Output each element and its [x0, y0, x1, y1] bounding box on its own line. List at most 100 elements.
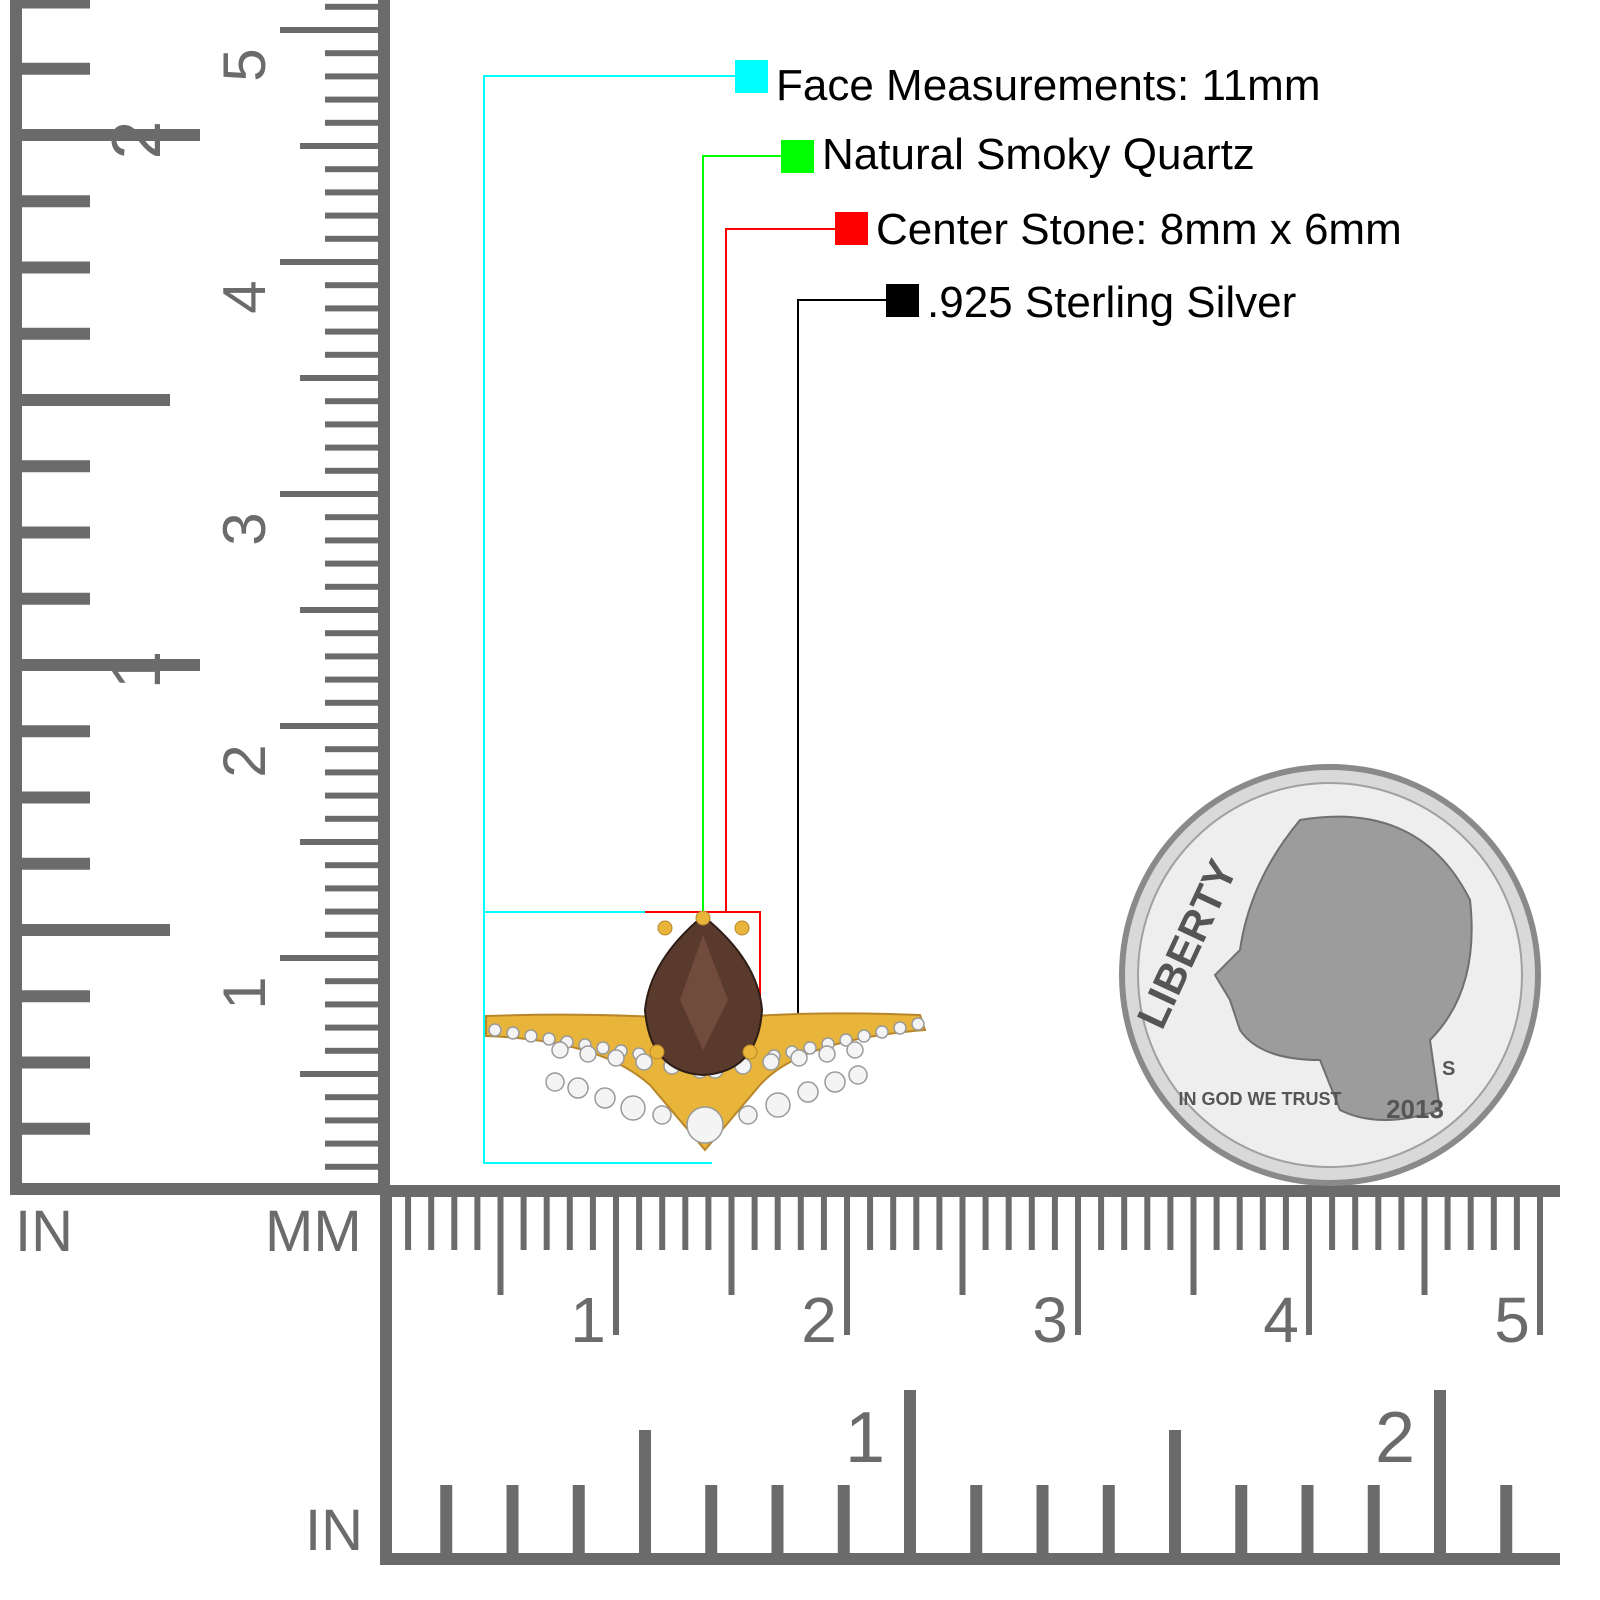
callout-stone-type: Natural Smoky Quartz [822, 130, 1255, 179]
prong [695, 910, 711, 926]
mm-tick [325, 398, 380, 405]
mm-tick [325, 1001, 380, 1008]
mm-tick [325, 537, 380, 544]
inch-tick [10, 129, 200, 141]
mm-tick [325, 769, 380, 776]
mm-tick [325, 166, 380, 173]
inch-tick [10, 659, 200, 671]
mm-tick [1282, 1195, 1289, 1250]
callout-face-measurements: Face Measurements: 11mm [776, 61, 1321, 110]
mm-tick [428, 1195, 435, 1250]
mm-tick [325, 862, 380, 869]
mm-tick [1444, 1195, 1451, 1250]
accent-stone [567, 1077, 589, 1099]
mm-label-horizontal: 3 [1032, 1284, 1068, 1356]
mm-tick [325, 282, 380, 289]
prong [734, 920, 750, 936]
mm-tick [325, 514, 380, 521]
mm-tick [280, 955, 380, 961]
mm-tick [1051, 1195, 1058, 1250]
mm-tick [1398, 1195, 1405, 1250]
accent-stone [803, 1041, 817, 1055]
unit-label-in-left: IN [15, 1199, 73, 1264]
mm-tick [1190, 1195, 1197, 1295]
inch-tick [10, 592, 90, 605]
mm-label-horizontal: 4 [1263, 1284, 1299, 1356]
accent-stone [738, 1105, 758, 1125]
accent-stone [818, 1045, 836, 1063]
mm-tick [774, 1195, 781, 1250]
mm-tick [325, 560, 380, 567]
accent-stone [848, 1065, 868, 1085]
mm-tick [682, 1195, 689, 1250]
mm-tick [1421, 1195, 1428, 1295]
mm-tick [1098, 1195, 1105, 1250]
inch-tick [1169, 1430, 1181, 1555]
mm-tick [325, 305, 380, 312]
mm-label-vertical: 3 [211, 512, 278, 545]
accent-stone [857, 1029, 871, 1043]
mm-tick [325, 1163, 380, 1170]
inch-tick [1434, 1390, 1446, 1555]
mm-tick [300, 607, 380, 613]
accent-stone [790, 1049, 808, 1067]
accent-stone [765, 1092, 791, 1118]
accent-stone [542, 1032, 556, 1046]
inch-tick [771, 1485, 784, 1555]
vertical-ruler-edge-bottom [10, 1183, 390, 1195]
mm-tick [325, 50, 380, 57]
accent-stone [545, 1072, 565, 1092]
inch-tick [10, 990, 90, 1003]
mm-tick [325, 885, 380, 892]
accent-stone [797, 1081, 819, 1103]
mm-label-vertical: 2 [211, 744, 278, 777]
mm-label-vertical: 4 [211, 280, 278, 313]
mm-tick [1144, 1195, 1151, 1250]
mm-tick [1352, 1195, 1359, 1250]
mm-tick [325, 676, 380, 683]
inch-tick [10, 327, 90, 340]
accent-stone [846, 1041, 864, 1059]
mm-tick [325, 746, 380, 753]
callout-metal: .925 Sterling Silver [927, 278, 1297, 327]
unit-label-in-bottom: IN [305, 1498, 363, 1563]
mm-tick [520, 1195, 527, 1250]
inch-tick [440, 1485, 453, 1555]
accent-stone [762, 1053, 780, 1071]
inch-label-vertical: 1 [97, 651, 175, 690]
mm-tick [325, 73, 380, 80]
mm-tick [913, 1195, 920, 1250]
inch-tick [10, 460, 90, 473]
mm-tick [820, 1195, 827, 1250]
mm-tick [1375, 1195, 1382, 1250]
inch-tick [837, 1485, 850, 1555]
mm-tick [325, 351, 380, 358]
mm-tick [751, 1195, 758, 1250]
stone-facet [680, 935, 728, 1050]
mm-tick [1259, 1195, 1266, 1250]
mm-tick [325, 1117, 380, 1124]
inch-tick [10, 394, 170, 406]
mm-tick [325, 1140, 380, 1147]
mm-label-horizontal: 2 [801, 1284, 837, 1356]
mm-tick [300, 143, 380, 149]
accent-stone [579, 1045, 597, 1063]
mm-tick [1005, 1195, 1012, 1250]
inch-tick [970, 1485, 983, 1555]
mm-tick [636, 1195, 643, 1250]
mm-tick [705, 1195, 712, 1250]
mm-tick [1028, 1195, 1035, 1250]
inch-tick [506, 1485, 519, 1555]
inch-tick [10, 725, 90, 738]
mm-tick [325, 444, 380, 451]
mm-tick [325, 630, 380, 637]
mm-tick [728, 1195, 735, 1295]
accent-stone [551, 1041, 569, 1059]
mm-tick [405, 1195, 412, 1250]
mm-tick [589, 1195, 596, 1250]
mm-tick [1537, 1195, 1543, 1335]
mm-tick [280, 259, 380, 265]
vertical-ruler-edge-right [378, 0, 390, 1195]
inch-tick [904, 1390, 916, 1555]
